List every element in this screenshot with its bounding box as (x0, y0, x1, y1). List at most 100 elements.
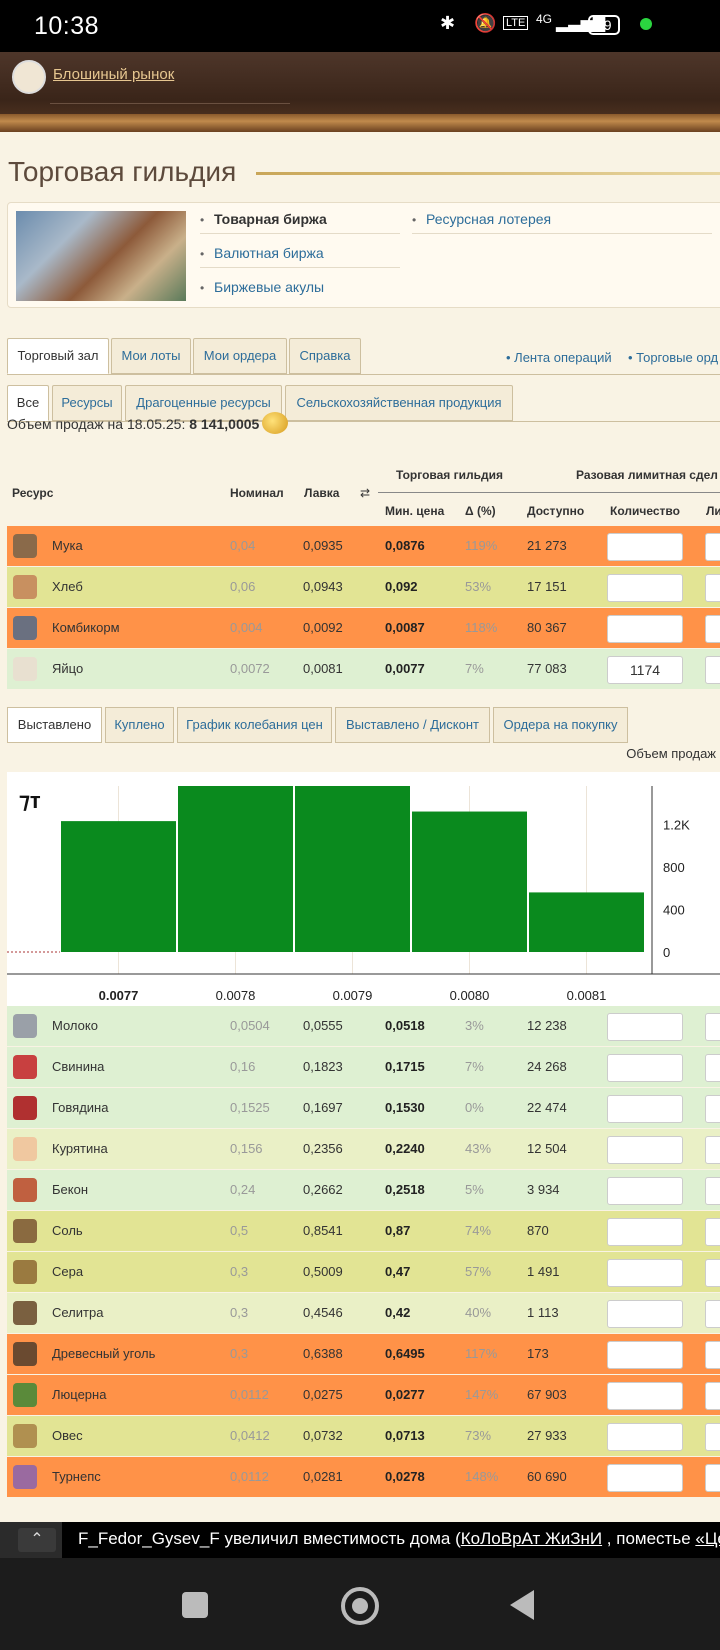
table-row[interactable]: Курятина 0,156 0,2356 0,2240 43% 12 504 (7, 1129, 720, 1169)
limit-input[interactable] (705, 1341, 720, 1369)
quantity-input[interactable] (607, 1054, 683, 1082)
avatar[interactable] (12, 60, 46, 94)
table-row[interactable]: Овес 0,0412 0,0732 0,0713 73% 27 933 (7, 1416, 720, 1456)
tab-my-lots[interactable]: Мои лоты (111, 338, 191, 374)
limit-input[interactable] (705, 656, 720, 684)
resource-name[interactable]: Курятина (52, 1141, 108, 1156)
table-row[interactable]: Сера 0,3 0,5009 0,47 57% 1 491 (7, 1252, 720, 1292)
table-row[interactable]: Свинина 0,16 0,1823 0,1715 7% 24 268 (7, 1047, 720, 1087)
quantity-input[interactable] (607, 1382, 683, 1410)
link-exchange-sharks[interactable]: Биржевые акулы (214, 279, 325, 295)
limit-input[interactable] (705, 1423, 720, 1451)
back-button[interactable] (510, 1590, 534, 1620)
tab-price-graph[interactable]: График колебания цен (177, 707, 332, 743)
quantity-input[interactable] (607, 533, 683, 561)
tab-trading-hall[interactable]: Торговый зал (7, 338, 109, 374)
flea-market-link[interactable]: Блошиный рынок (53, 66, 175, 83)
chart-bar[interactable] (412, 811, 527, 952)
quantity-input[interactable] (607, 1013, 683, 1041)
expand-ticker-button[interactable]: ⌃ (18, 1528, 56, 1552)
resource-name[interactable]: Люцерна (52, 1387, 107, 1402)
limit-input[interactable] (705, 1218, 720, 1246)
limit-input[interactable] (705, 574, 720, 602)
quantity-input[interactable] (607, 1464, 683, 1492)
tab-help[interactable]: Справка (289, 338, 361, 374)
table-row[interactable]: Древесный уголь 0,3 0,6388 0,6495 117% 173 (7, 1334, 720, 1374)
tab-bought[interactable]: Куплено (105, 707, 174, 743)
link-operations-feed[interactable]: • Лента операций (506, 350, 612, 365)
filter-agriculture[interactable]: Сельскохозяйственная продукция (285, 385, 513, 421)
table-row[interactable]: Селитра 0,3 0,4546 0,42 40% 1 113 (7, 1293, 720, 1333)
nominal-value: 0,1525 (230, 1100, 270, 1115)
resource-name[interactable]: Мука (52, 538, 83, 553)
chart-bar[interactable] (178, 786, 293, 952)
table-row[interactable]: Бекон 0,24 0,2662 0,2518 5% 3 934 (7, 1170, 720, 1210)
limit-input[interactable] (705, 1054, 720, 1082)
resource-name[interactable]: Свинина (52, 1059, 105, 1074)
limit-input[interactable] (705, 1013, 720, 1041)
resource-name[interactable]: Турнепс (52, 1469, 101, 1484)
table-row[interactable]: Хлеб 0,06 0,0943 0,092 53% 17 151 (7, 567, 720, 607)
table-row[interactable]: Мука 0,04 0,0935 0,0876 119% 21 273 (7, 526, 720, 566)
resource-name[interactable]: Овес (52, 1428, 83, 1443)
resource-name[interactable]: Бекон (52, 1182, 89, 1197)
table-row[interactable]: Люцерна 0,0112 0,0275 0,0277 147% 67 903 (7, 1375, 720, 1415)
filter-precious[interactable]: Драгоценные ресурсы (125, 385, 282, 421)
quantity-input[interactable] (607, 1259, 683, 1287)
quantity-input[interactable] (607, 615, 683, 643)
ticker-link-estate[interactable]: «ЦеНи (695, 1529, 720, 1548)
table-row[interactable]: Молоко 0,0504 0,0555 0,0518 3% 12 238 (7, 1006, 720, 1046)
filter-all[interactable]: Все (7, 385, 49, 421)
resource-name[interactable]: Сера (52, 1264, 84, 1279)
limit-input[interactable] (705, 533, 720, 561)
tab-buy-orders[interactable]: Ордера на покупку (493, 707, 628, 743)
table-row[interactable]: Турнепс 0,0112 0,0281 0,0278 148% 60 690 (7, 1457, 720, 1497)
resource-name[interactable]: Яйцо (52, 661, 84, 676)
resource-name[interactable]: Соль (52, 1223, 83, 1238)
limit-input[interactable] (705, 615, 720, 643)
resource-name[interactable]: Говядина (52, 1100, 109, 1115)
chart-bar[interactable] (529, 892, 644, 952)
quantity-input[interactable] (607, 1218, 683, 1246)
delta-value: 117% (465, 1346, 498, 1361)
limit-input[interactable] (705, 1136, 720, 1164)
quantity-input[interactable] (607, 1423, 683, 1451)
quantity-input[interactable] (607, 1136, 683, 1164)
limit-input[interactable] (705, 1177, 720, 1205)
resource-name[interactable]: Хлеб (52, 579, 83, 594)
resource-name[interactable]: Селитра (52, 1305, 104, 1320)
available-value: 60 690 (527, 1469, 567, 1484)
quantity-input[interactable] (607, 574, 683, 602)
limit-input[interactable] (705, 1300, 720, 1328)
resource-name[interactable]: Комбикорм (52, 620, 120, 635)
chart-bar[interactable] (295, 786, 410, 952)
home-button[interactable] (341, 1587, 379, 1625)
chart-bar[interactable] (61, 821, 176, 952)
resource-name[interactable]: Древесный уголь (52, 1346, 156, 1361)
limit-input[interactable] (705, 1095, 720, 1123)
tab-my-orders[interactable]: Мои ордера (193, 338, 287, 374)
link-trade-orders[interactable]: • Торговые орд (628, 350, 719, 365)
quantity-input[interactable] (607, 1300, 683, 1328)
tab-listed-discount[interactable]: Выставлено / Дисконт (335, 707, 490, 743)
table-row[interactable]: Соль 0,5 0,8541 0,87 74% 870 (7, 1211, 720, 1251)
limit-input[interactable] (705, 1464, 720, 1492)
table-row[interactable]: Комбикорм 0,004 0,0092 0,0087 118% 80 367 (7, 608, 720, 648)
resource-name[interactable]: Молоко (52, 1018, 98, 1033)
quantity-input[interactable] (607, 1177, 683, 1205)
recents-button[interactable] (182, 1592, 208, 1618)
table-row[interactable]: Говядина 0,1525 0,1697 0,1530 0% 22 474 (7, 1088, 720, 1128)
link-currency-exchange[interactable]: Валютная биржа (214, 245, 324, 261)
link-resource-lottery[interactable]: Ресурсная лотерея (426, 211, 552, 227)
table-row[interactable]: Яйцо 0,0072 0,0081 0,0077 7% 77 083 1174 (7, 649, 720, 689)
ticker-link-player[interactable]: КоЛоВрАт ЖиЗнИ (460, 1529, 603, 1548)
filter-resources[interactable]: Ресурсы (52, 385, 122, 421)
swap-icon[interactable]: ⇄ (360, 486, 371, 500)
limit-input[interactable] (705, 1382, 720, 1410)
limit-input[interactable] (705, 1259, 720, 1287)
tab-listed[interactable]: Выставлено (7, 707, 102, 743)
quantity-input[interactable]: 1174 (607, 656, 683, 684)
quantity-input[interactable] (607, 1341, 683, 1369)
link-commodity-exchange[interactable]: Товарная биржа (214, 211, 327, 227)
quantity-input[interactable] (607, 1095, 683, 1123)
